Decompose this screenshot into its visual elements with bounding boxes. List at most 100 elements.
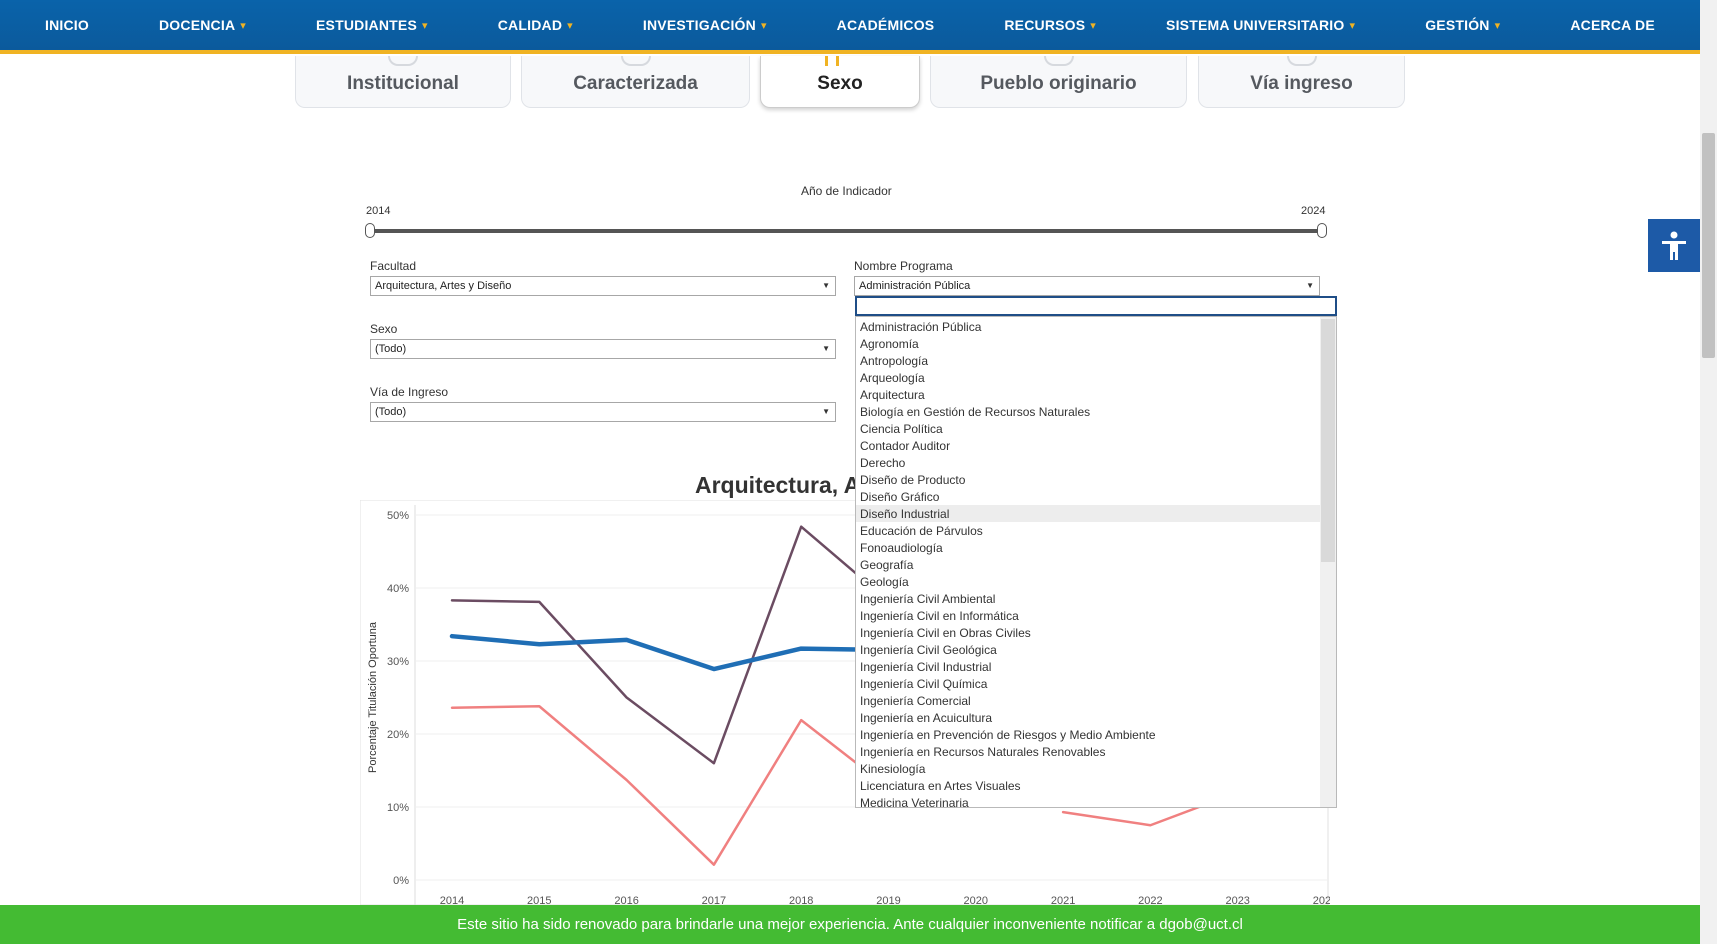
tab-caracterizada[interactable]: Caracterizada xyxy=(521,56,750,108)
y-tick-label: 10% xyxy=(387,802,409,814)
chevron-down-icon: ▾ xyxy=(240,19,246,32)
nav-item-label: DOCENCIA xyxy=(158,17,236,33)
dropdown-scrollbar-thumb[interactable] xyxy=(1321,319,1335,562)
programa-option[interactable]: Ingeniería en Prevención de Riesgos y Me… xyxy=(860,728,1156,742)
via-ingreso-select[interactable]: (Todo) ▼ xyxy=(370,402,836,422)
nav-item-académicos[interactable]: ACADÉMICOS xyxy=(837,17,935,33)
tab-sexo[interactable]: Sexo xyxy=(760,56,920,108)
programa-select[interactable]: Administración Pública ▼ xyxy=(854,276,1320,296)
programa-option[interactable]: Ingeniería en Acuicultura xyxy=(860,711,993,725)
programa-option[interactable]: Fonoaudiología xyxy=(860,541,943,555)
chevron-down-icon: ▾ xyxy=(422,19,428,32)
x-tick-label: 2018 xyxy=(789,895,813,905)
programa-option[interactable]: Diseño de Producto xyxy=(860,473,966,487)
programa-option[interactable]: Ingeniería Civil en Obras Civiles xyxy=(860,626,1031,640)
programa-option[interactable]: Diseño Industrial xyxy=(856,505,1336,522)
year-min-label: 2014 xyxy=(366,205,391,217)
y-tick-label: 50% xyxy=(387,510,409,522)
nav-item-label: INICIO xyxy=(45,17,89,33)
programa-label: Nombre Programa xyxy=(854,259,953,273)
tab-icon xyxy=(1286,56,1317,66)
chevron-down-icon: ▾ xyxy=(760,19,767,32)
year-filter-label: Año de Indicador xyxy=(801,184,892,198)
tab-label: Caracterizada xyxy=(573,73,698,94)
nav-item-label: CALIDAD xyxy=(497,17,563,33)
programa-option[interactable]: Geografía xyxy=(860,558,914,572)
programa-option[interactable]: Ingeniería Civil Química xyxy=(860,677,988,691)
y-tick-label: 40% xyxy=(387,583,409,595)
programa-option[interactable]: Licenciatura en Artes Visuales xyxy=(860,779,1021,793)
x-tick-label: 2022 xyxy=(1138,895,1162,905)
programa-option[interactable]: Administración Pública xyxy=(860,320,982,334)
nav-item-label: ESTUDIANTES xyxy=(316,17,417,33)
tab-icon xyxy=(1043,56,1074,66)
programa-option[interactable]: Biología en Gestión de Recursos Naturale… xyxy=(860,405,1091,419)
x-tick-label: 2019 xyxy=(876,895,900,905)
programa-option[interactable]: Ingeniería Civil en Informática xyxy=(860,609,1019,623)
programa-option[interactable]: Ingeniería Civil Geológica xyxy=(860,643,997,657)
series-line-1 xyxy=(449,633,891,672)
nav-item-docencia[interactable]: DOCENCIA ▾ xyxy=(159,17,246,33)
nav-item-sistema-universitario[interactable]: SISTEMA UNIVERSITARIO ▾ xyxy=(1166,17,1355,33)
programa-option[interactable]: Ingeniería en Recursos Naturales Renovab… xyxy=(860,745,1106,759)
nav-item-calidad[interactable]: CALIDAD ▾ xyxy=(498,17,573,33)
chevron-down-icon: ▼ xyxy=(822,344,830,353)
dropdown-scrollbar[interactable] xyxy=(1320,317,1336,807)
scrollbar-thumb[interactable] xyxy=(1702,133,1715,358)
facultad-select[interactable]: Arquitectura, Artes y Diseño ▼ xyxy=(370,276,836,296)
nav-item-acerca-de[interactable]: ACERCA DE xyxy=(1570,17,1655,33)
page-scrollbar[interactable] xyxy=(1700,0,1717,944)
x-tick-label: 2020 xyxy=(964,895,988,905)
programa-option[interactable]: Ingeniería Civil Industrial xyxy=(860,660,992,674)
series-line-2 xyxy=(450,705,890,866)
year-max-label: 2024 xyxy=(1301,205,1326,217)
nav-item-inicio[interactable]: INICIO xyxy=(45,17,89,33)
programa-option[interactable]: Derecho xyxy=(860,456,906,470)
nav-item-label: INVESTIGACIÓN xyxy=(642,17,756,33)
tab-pueblo-originario[interactable]: Pueblo originario xyxy=(930,56,1187,108)
programa-options-list: Administración Pública Agronomía Antropolo… xyxy=(855,316,1337,808)
programa-option[interactable]: Ciencia Política xyxy=(860,422,943,436)
nav-item-recursos[interactable]: RECURSOS ▾ xyxy=(1004,17,1096,33)
tab-label: Pueblo originario xyxy=(980,73,1137,94)
tab-institucional[interactable]: Institucional xyxy=(295,56,511,108)
programa-option[interactable]: Arquitectura xyxy=(860,388,925,402)
programa-option[interactable]: Geología xyxy=(860,575,909,589)
year-slider-min-handle[interactable] xyxy=(365,223,375,238)
accessibility-button[interactable] xyxy=(1648,219,1700,272)
nav-item-estudiantes[interactable]: ESTUDIANTES ▾ xyxy=(316,17,428,33)
sexo-select-value: (Todo) xyxy=(375,343,407,355)
y-tick-label: 30% xyxy=(387,656,409,668)
nav-item-label: ACERCA DE xyxy=(1570,17,1655,33)
nav-item-investigación[interactable]: INVESTIGACIÓN ▾ xyxy=(643,17,767,33)
facultad-select-value: Arquitectura, Artes y Diseño xyxy=(375,280,512,292)
year-slider-max-handle[interactable] xyxy=(1317,223,1327,238)
y-tick-label: 0% xyxy=(393,875,409,887)
top-navigation: INICIO DOCENCIA ▾ ESTUDIANTES ▾ CALIDAD ▾ INVES… xyxy=(0,0,1700,54)
programa-option[interactable]: Diseño Gráfico xyxy=(860,490,940,504)
nav-item-label: ACADÉMICOS xyxy=(836,17,935,33)
programa-option[interactable]: Kinesiología xyxy=(860,762,926,776)
programa-search-input[interactable] xyxy=(855,296,1337,316)
via-ingreso-label: Vía de Ingreso xyxy=(370,385,449,399)
programa-option[interactable]: Medicina Veterinaria xyxy=(860,796,969,808)
sexo-select[interactable]: (Todo) ▼ xyxy=(370,339,836,359)
programa-option[interactable]: Contador Auditor xyxy=(860,439,951,453)
programa-option[interactable]: Ingeniería Civil Ambiental xyxy=(860,592,996,606)
programa-option[interactable]: Antropología xyxy=(860,354,929,368)
tab-vía-ingreso[interactable]: Vía ingreso xyxy=(1198,56,1405,108)
chevron-down-icon: ▾ xyxy=(1494,19,1501,32)
chevron-down-icon: ▾ xyxy=(1349,19,1356,32)
accessibility-icon xyxy=(1662,231,1686,260)
programa-option[interactable]: Arqueología xyxy=(860,371,925,385)
year-slider-track[interactable] xyxy=(370,229,1322,233)
series-line-0 xyxy=(450,525,890,765)
x-tick-label: 2021 xyxy=(1051,895,1075,905)
programa-option[interactable]: Agronomía xyxy=(860,337,919,351)
nav-item-gestión[interactable]: GESTIÓN ▾ xyxy=(1425,17,1500,33)
programa-option[interactable]: Ingeniería Comercial xyxy=(860,694,971,708)
chevron-down-icon: ▼ xyxy=(822,407,830,416)
programa-option[interactable]: Educación de Párvulos xyxy=(860,524,983,538)
chevron-down-icon: ▾ xyxy=(1090,19,1097,32)
